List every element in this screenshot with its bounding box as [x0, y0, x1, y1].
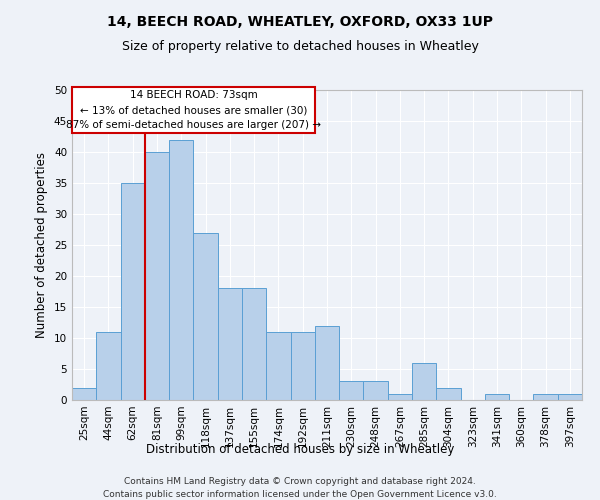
Bar [145, 152, 169, 400]
Bar [315, 326, 339, 400]
Bar [266, 332, 290, 400]
Bar [290, 332, 315, 400]
Bar [485, 394, 509, 400]
Text: Distribution of detached houses by size in Wheatley: Distribution of detached houses by size … [146, 442, 454, 456]
FancyBboxPatch shape [72, 87, 315, 134]
Bar [364, 382, 388, 400]
Text: Contains HM Land Registry data © Crown copyright and database right 2024.: Contains HM Land Registry data © Crown c… [124, 478, 476, 486]
Bar [558, 394, 582, 400]
Bar [72, 388, 96, 400]
Text: Contains public sector information licensed under the Open Government Licence v3: Contains public sector information licen… [103, 490, 497, 499]
Bar [218, 288, 242, 400]
Bar [436, 388, 461, 400]
Bar [121, 183, 145, 400]
Bar [339, 382, 364, 400]
Y-axis label: Number of detached properties: Number of detached properties [35, 152, 49, 338]
Text: 14 BEECH ROAD: 73sqm
← 13% of detached houses are smaller (30)
87% of semi-detac: 14 BEECH ROAD: 73sqm ← 13% of detached h… [66, 90, 321, 130]
Bar [242, 288, 266, 400]
Bar [412, 363, 436, 400]
Bar [533, 394, 558, 400]
Bar [169, 140, 193, 400]
Text: 14, BEECH ROAD, WHEATLEY, OXFORD, OX33 1UP: 14, BEECH ROAD, WHEATLEY, OXFORD, OX33 1… [107, 15, 493, 29]
Bar [388, 394, 412, 400]
Bar [193, 232, 218, 400]
Bar [96, 332, 121, 400]
Text: Size of property relative to detached houses in Wheatley: Size of property relative to detached ho… [122, 40, 478, 53]
